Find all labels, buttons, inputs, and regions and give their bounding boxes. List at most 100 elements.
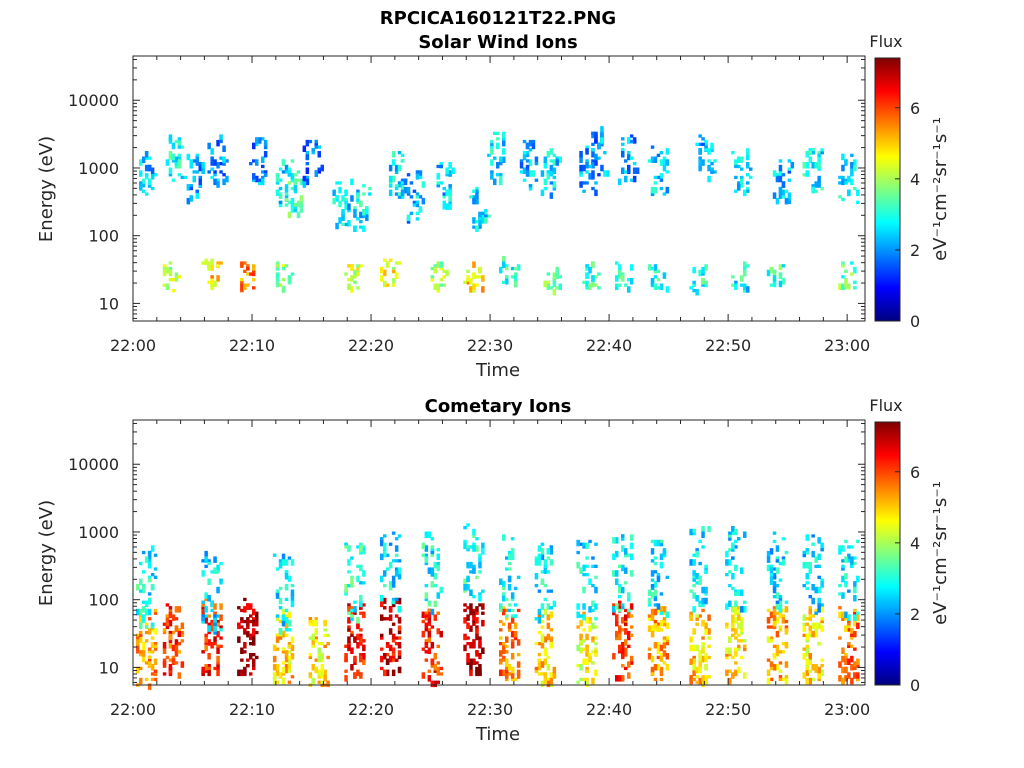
- cometary-flux-cell: [692, 528, 696, 533]
- cometary-flux-cell: [585, 650, 589, 654]
- cometary-flux-cell: [472, 614, 476, 621]
- cometary-flux-cell: [385, 653, 390, 657]
- solar-wind-flux-cell: [597, 173, 601, 177]
- cometary-flux-cell: [391, 633, 396, 641]
- cometary-flux-cell: [778, 561, 783, 566]
- solar-wind-flux-cell: [597, 272, 601, 276]
- solar-wind-x-tick-label: 23:00: [824, 336, 870, 355]
- cometary-flux-cell: [424, 531, 429, 538]
- cometary-flux-cell: [543, 677, 548, 685]
- cometary-flux-cell: [704, 622, 708, 630]
- solar-wind-flux-cell: [418, 206, 423, 213]
- solar-wind-flux-cell: [201, 261, 205, 265]
- cometary-flux-cell: [397, 655, 402, 660]
- solar-wind-flux-cell: [615, 283, 619, 287]
- cometary-flux-cell: [174, 625, 179, 632]
- solar-wind-flux-cell: [781, 278, 786, 285]
- cometary-flux-cell: [734, 661, 738, 665]
- solar-wind-flux-cell: [335, 222, 339, 230]
- cometary-flux-cell: [844, 653, 848, 657]
- solar-wind-flux-cell: [618, 283, 622, 287]
- cometary-flux-cell: [275, 633, 280, 637]
- cometary-flux-cell: [731, 625, 735, 629]
- solar-wind-flux-cell: [543, 156, 548, 163]
- solar-wind-flux-cell: [400, 159, 405, 163]
- cometary-flux-cell: [805, 666, 809, 671]
- cometary-flux-cell: [469, 625, 473, 632]
- cometary-flux-cell: [662, 639, 667, 643]
- cometary-flux-cell: [430, 680, 435, 688]
- solar-wind-flux-cell: [189, 186, 193, 191]
- solar-wind-flux-cell: [380, 275, 384, 282]
- cometary-flux-cell: [704, 570, 708, 574]
- cometary-colorbar-tick-label: 0: [910, 676, 920, 695]
- cometary-flux-cell: [817, 564, 821, 568]
- solar-wind-flux-cell: [582, 181, 586, 185]
- cometary-flux-cell: [153, 644, 158, 648]
- cometary-flux-cell: [147, 561, 152, 569]
- cometary-flux-cell: [704, 655, 708, 663]
- cometary-flux-cell: [612, 570, 616, 577]
- cometary-flux-cell: [853, 666, 857, 671]
- solar-wind-flux-cell: [391, 278, 396, 285]
- cometary-flux-cell: [153, 575, 158, 579]
- solar-wind-flux-cell: [653, 181, 658, 185]
- solar-wind-flux-cell: [522, 153, 527, 161]
- cometary-flux-cell: [475, 661, 479, 665]
- solar-wind-flux-cell: [362, 225, 366, 232]
- cometary-flux-cell: [594, 575, 598, 579]
- solar-wind-flux-cell: [261, 137, 265, 141]
- solar-wind-flux-cell: [475, 189, 479, 193]
- cometary-flux-cell: [281, 677, 286, 685]
- cometary-flux-cell: [737, 622, 741, 630]
- cometary-flux-cell: [772, 531, 777, 535]
- cometary-flux-cell: [201, 617, 205, 621]
- cometary-flux-cell: [281, 614, 286, 621]
- cometary-flux-cell: [621, 664, 625, 668]
- cometary-flux-cell: [805, 573, 809, 580]
- solar-wind-flux-cell: [394, 192, 399, 196]
- solar-wind-flux-cell: [153, 173, 158, 177]
- cometary-flux-cell: [311, 664, 315, 671]
- solar-wind-flux-cell: [531, 139, 536, 144]
- cometary-flux-cell: [612, 606, 616, 613]
- cometary-flux-cell: [808, 630, 812, 635]
- solar-wind-flux-cell: [472, 189, 476, 193]
- cometary-flux-cell: [695, 595, 699, 602]
- cometary-flux-cell: [216, 630, 220, 638]
- cometary-flux-cell: [653, 628, 658, 632]
- solar-wind-flux-cell: [585, 286, 589, 290]
- cometary-flux-cell: [216, 622, 220, 626]
- solar-wind-flux-cell: [383, 280, 387, 288]
- cometary-flux-cell: [624, 622, 628, 626]
- solar-wind-flux-cell: [525, 167, 530, 171]
- cometary-flux-cell: [582, 545, 586, 549]
- cometary-flux-cell: [165, 614, 170, 618]
- cometary-flux-cell: [502, 642, 506, 646]
- cometary-flux-cell: [499, 642, 503, 646]
- cometary-flux-cell: [246, 658, 250, 662]
- cometary-flux-cell: [540, 570, 545, 574]
- cometary-flux-cell: [502, 584, 506, 588]
- cometary-flux-cell: [701, 597, 705, 605]
- cometary-flux-cell: [534, 556, 539, 560]
- cometary-flux-cell: [701, 650, 705, 654]
- cometary-flux-cell: [731, 672, 735, 679]
- solar-wind-flux-cell: [850, 178, 854, 186]
- solar-wind-flux-cell: [844, 269, 848, 273]
- cometary-flux-cell: [650, 578, 655, 582]
- solar-wind-flux-cell: [478, 266, 482, 274]
- solar-wind-flux-cell: [853, 186, 857, 191]
- cometary-flux-cell: [317, 680, 321, 684]
- solar-wind-flux-cell: [210, 278, 214, 285]
- cometary-flux-cell: [219, 561, 223, 566]
- cometary-flux-cell: [594, 625, 598, 629]
- cometary-flux-cell: [629, 625, 634, 629]
- cometary-flux-cell: [162, 628, 167, 632]
- cometary-flux-cell: [144, 630, 149, 635]
- solar-wind-flux-cell: [350, 264, 354, 271]
- solar-wind-flux-cell: [341, 209, 345, 216]
- cometary-flux-cell: [394, 545, 399, 552]
- solar-wind-flux-cell: [338, 200, 342, 208]
- solar-wind-flux-cell: [781, 173, 786, 177]
